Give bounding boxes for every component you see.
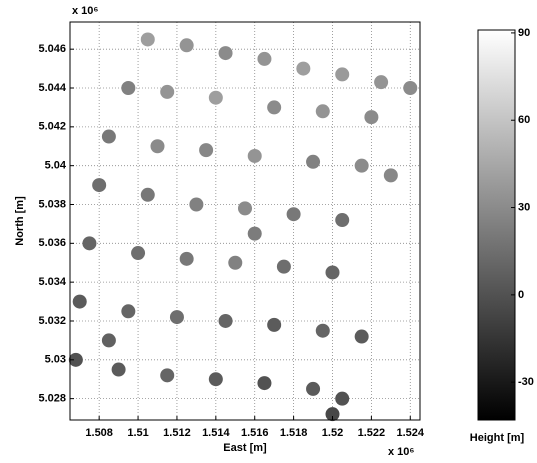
x-axis-label: East [m] <box>223 442 267 454</box>
point <box>238 201 252 216</box>
x-tick-label: 1.516 <box>241 427 269 439</box>
point <box>325 265 340 280</box>
point <box>374 75 389 90</box>
y-axis-label: North [m] <box>14 196 26 246</box>
y-multiplier: x 10⁶ <box>72 5 98 17</box>
colorbar-tick-label: -30 <box>518 376 534 388</box>
point <box>82 236 97 251</box>
x-multiplier: x 10⁶ <box>388 446 414 458</box>
colorbar-tick-label: 30 <box>518 201 530 213</box>
point <box>354 329 369 344</box>
x-tick-label: 1.52 <box>322 427 343 439</box>
x-tick-label: 1.514 <box>202 427 230 439</box>
point <box>218 313 233 328</box>
point <box>169 310 184 325</box>
plot-area <box>68 22 420 422</box>
y-tick-label: 5.028 <box>38 393 66 405</box>
point <box>111 362 126 377</box>
point <box>121 304 136 319</box>
point <box>208 372 223 387</box>
point <box>335 67 350 82</box>
point <box>335 213 350 228</box>
point <box>325 407 340 422</box>
point <box>228 255 243 270</box>
point <box>257 51 272 66</box>
y-tick-label: 5.046 <box>38 43 66 55</box>
point <box>276 259 291 274</box>
point <box>101 333 116 348</box>
point <box>189 197 204 212</box>
y-tick-label: 5.034 <box>38 276 66 288</box>
point <box>257 376 272 391</box>
colorbar-tick-label: 90 <box>518 27 530 39</box>
point <box>68 352 83 367</box>
point <box>131 246 146 261</box>
x-tick-label: 1.51 <box>127 427 148 439</box>
point <box>140 187 155 202</box>
point <box>315 323 330 338</box>
colorbar-tick-label: 0 <box>518 289 524 301</box>
x-tick-label: 1.508 <box>85 427 113 439</box>
point <box>140 32 155 47</box>
point <box>403 81 418 96</box>
point <box>160 368 175 383</box>
point <box>92 178 107 193</box>
x-tick-label: 1.522 <box>358 427 386 439</box>
point <box>306 381 321 396</box>
point <box>315 104 330 119</box>
point <box>306 154 321 169</box>
point <box>101 129 116 144</box>
y-tick-label: 5.044 <box>38 82 66 94</box>
point <box>72 294 87 309</box>
point <box>354 158 369 173</box>
point <box>150 139 165 154</box>
y-tick-label: 5.042 <box>38 121 66 133</box>
point <box>160 84 175 99</box>
point <box>286 207 301 222</box>
point <box>247 226 262 241</box>
point <box>179 251 194 266</box>
point <box>383 168 398 183</box>
y-tick-label: 5.03 <box>45 354 66 366</box>
point <box>335 391 350 406</box>
y-tick-label: 5.036 <box>38 237 66 249</box>
point <box>199 143 214 158</box>
colorbar-tick-label: 60 <box>518 114 530 126</box>
y-tick-label: 5.04 <box>45 160 67 172</box>
point <box>247 148 262 163</box>
x-tick-label: 1.518 <box>280 427 308 439</box>
point <box>218 46 233 61</box>
point <box>121 81 136 96</box>
point <box>296 61 311 76</box>
plot-frame <box>69 21 421 421</box>
x-tick-label: 1.512 <box>163 427 191 439</box>
x-tick-label: 1.524 <box>397 427 425 439</box>
y-tick-label: 5.038 <box>38 198 66 210</box>
point <box>267 317 282 332</box>
point <box>179 38 194 53</box>
colorbar <box>477 29 516 421</box>
point <box>208 90 223 105</box>
colorbar-label: Height [m] <box>470 432 525 444</box>
y-tick-label: 5.032 <box>38 315 66 327</box>
point <box>267 100 282 115</box>
point <box>364 110 379 125</box>
